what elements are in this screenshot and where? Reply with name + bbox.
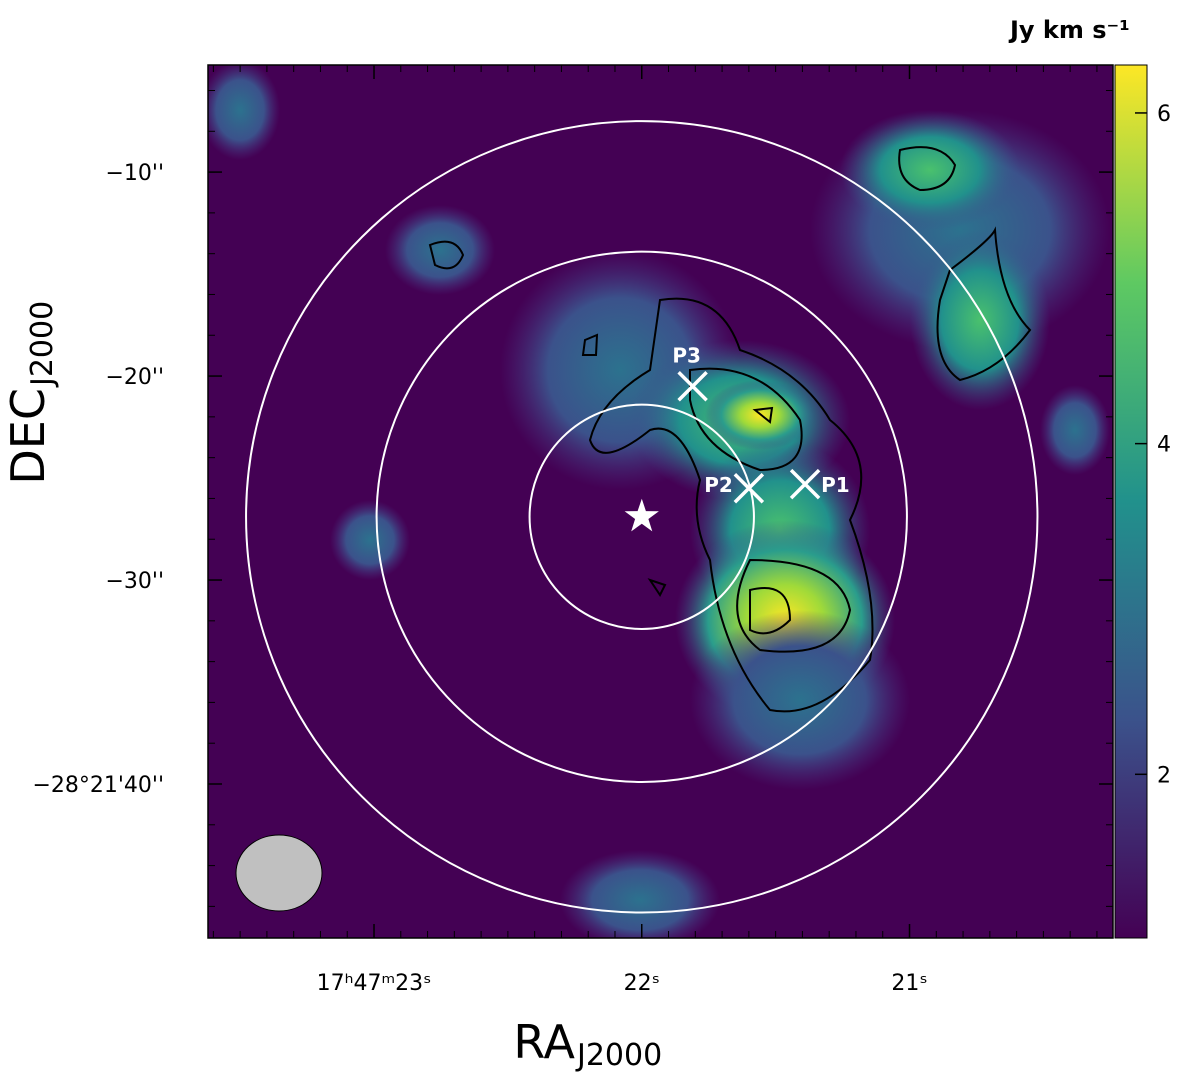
- colorbar-tick-label: 6: [1157, 102, 1171, 127]
- beam: [235, 834, 323, 912]
- marker-label: P2: [704, 473, 733, 497]
- x-tick-label: 17ʰ47ᵐ23ˢ: [317, 971, 432, 996]
- marker-cross: [789, 468, 821, 500]
- x-axis-title-sub: J2000: [575, 1038, 662, 1073]
- y-axis-title: DEC: [1, 388, 55, 485]
- marker-cross: [733, 473, 765, 504]
- x-tick-label: 21ˢ: [891, 971, 927, 996]
- y-tick-label: −20'': [105, 365, 164, 390]
- colorbar-tick-label: 4: [1157, 433, 1171, 458]
- x-axis-title: RA: [513, 1015, 575, 1069]
- colorbar-label: Jy km s⁻¹: [1008, 16, 1130, 44]
- aperture-circle: [375, 250, 908, 783]
- y-tick-label: −28°21'40'': [32, 773, 164, 798]
- marker-cross: [677, 371, 708, 402]
- star: [624, 498, 659, 532]
- y-tick-label: −30'': [105, 569, 164, 594]
- aperture-circle: [528, 403, 755, 630]
- plot-frame: [207, 64, 1114, 939]
- colorbar-tick-label: 2: [1157, 763, 1171, 788]
- colorbar: [1114, 64, 1148, 939]
- aperture-circle: [245, 120, 1039, 914]
- marker-label: P1: [821, 473, 850, 497]
- y-axis-title-group: DEC J2000: [1, 301, 60, 485]
- marker-label: P3: [672, 343, 701, 367]
- y-tick-label: −10'': [105, 161, 164, 186]
- y-axis-title-sub: J2000: [25, 301, 60, 388]
- x-tick-label: 22ˢ: [624, 971, 660, 996]
